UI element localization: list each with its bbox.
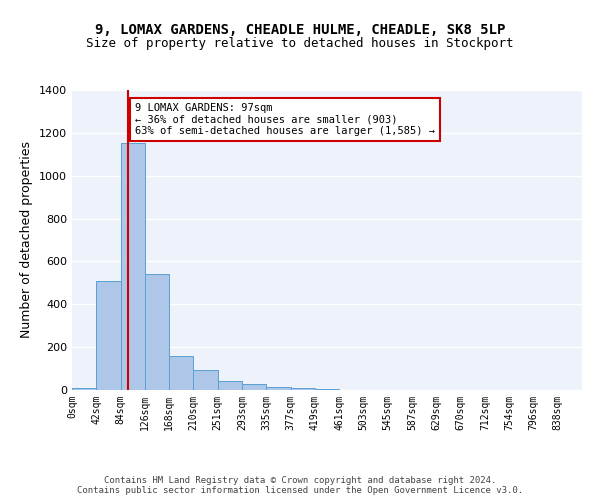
Text: 9, LOMAX GARDENS, CHEADLE HULME, CHEADLE, SK8 5LP: 9, LOMAX GARDENS, CHEADLE HULME, CHEADLE… bbox=[95, 22, 505, 36]
Bar bbox=[290, 388, 315, 390]
Bar bbox=[169, 356, 193, 390]
Text: Size of property relative to detached houses in Stockport: Size of property relative to detached ho… bbox=[86, 38, 514, 51]
Bar bbox=[72, 388, 96, 390]
Bar bbox=[193, 370, 218, 390]
Y-axis label: Number of detached properties: Number of detached properties bbox=[20, 142, 34, 338]
Bar bbox=[145, 274, 169, 390]
Bar bbox=[242, 384, 266, 390]
Text: Contains HM Land Registry data © Crown copyright and database right 2024.
Contai: Contains HM Land Registry data © Crown c… bbox=[77, 476, 523, 495]
Bar bbox=[96, 280, 121, 390]
Text: 9 LOMAX GARDENS: 97sqm
← 36% of detached houses are smaller (903)
63% of semi-de: 9 LOMAX GARDENS: 97sqm ← 36% of detached… bbox=[135, 103, 435, 136]
Bar bbox=[266, 387, 290, 390]
Bar bbox=[218, 382, 242, 390]
Bar bbox=[121, 142, 145, 390]
Bar bbox=[315, 389, 339, 390]
